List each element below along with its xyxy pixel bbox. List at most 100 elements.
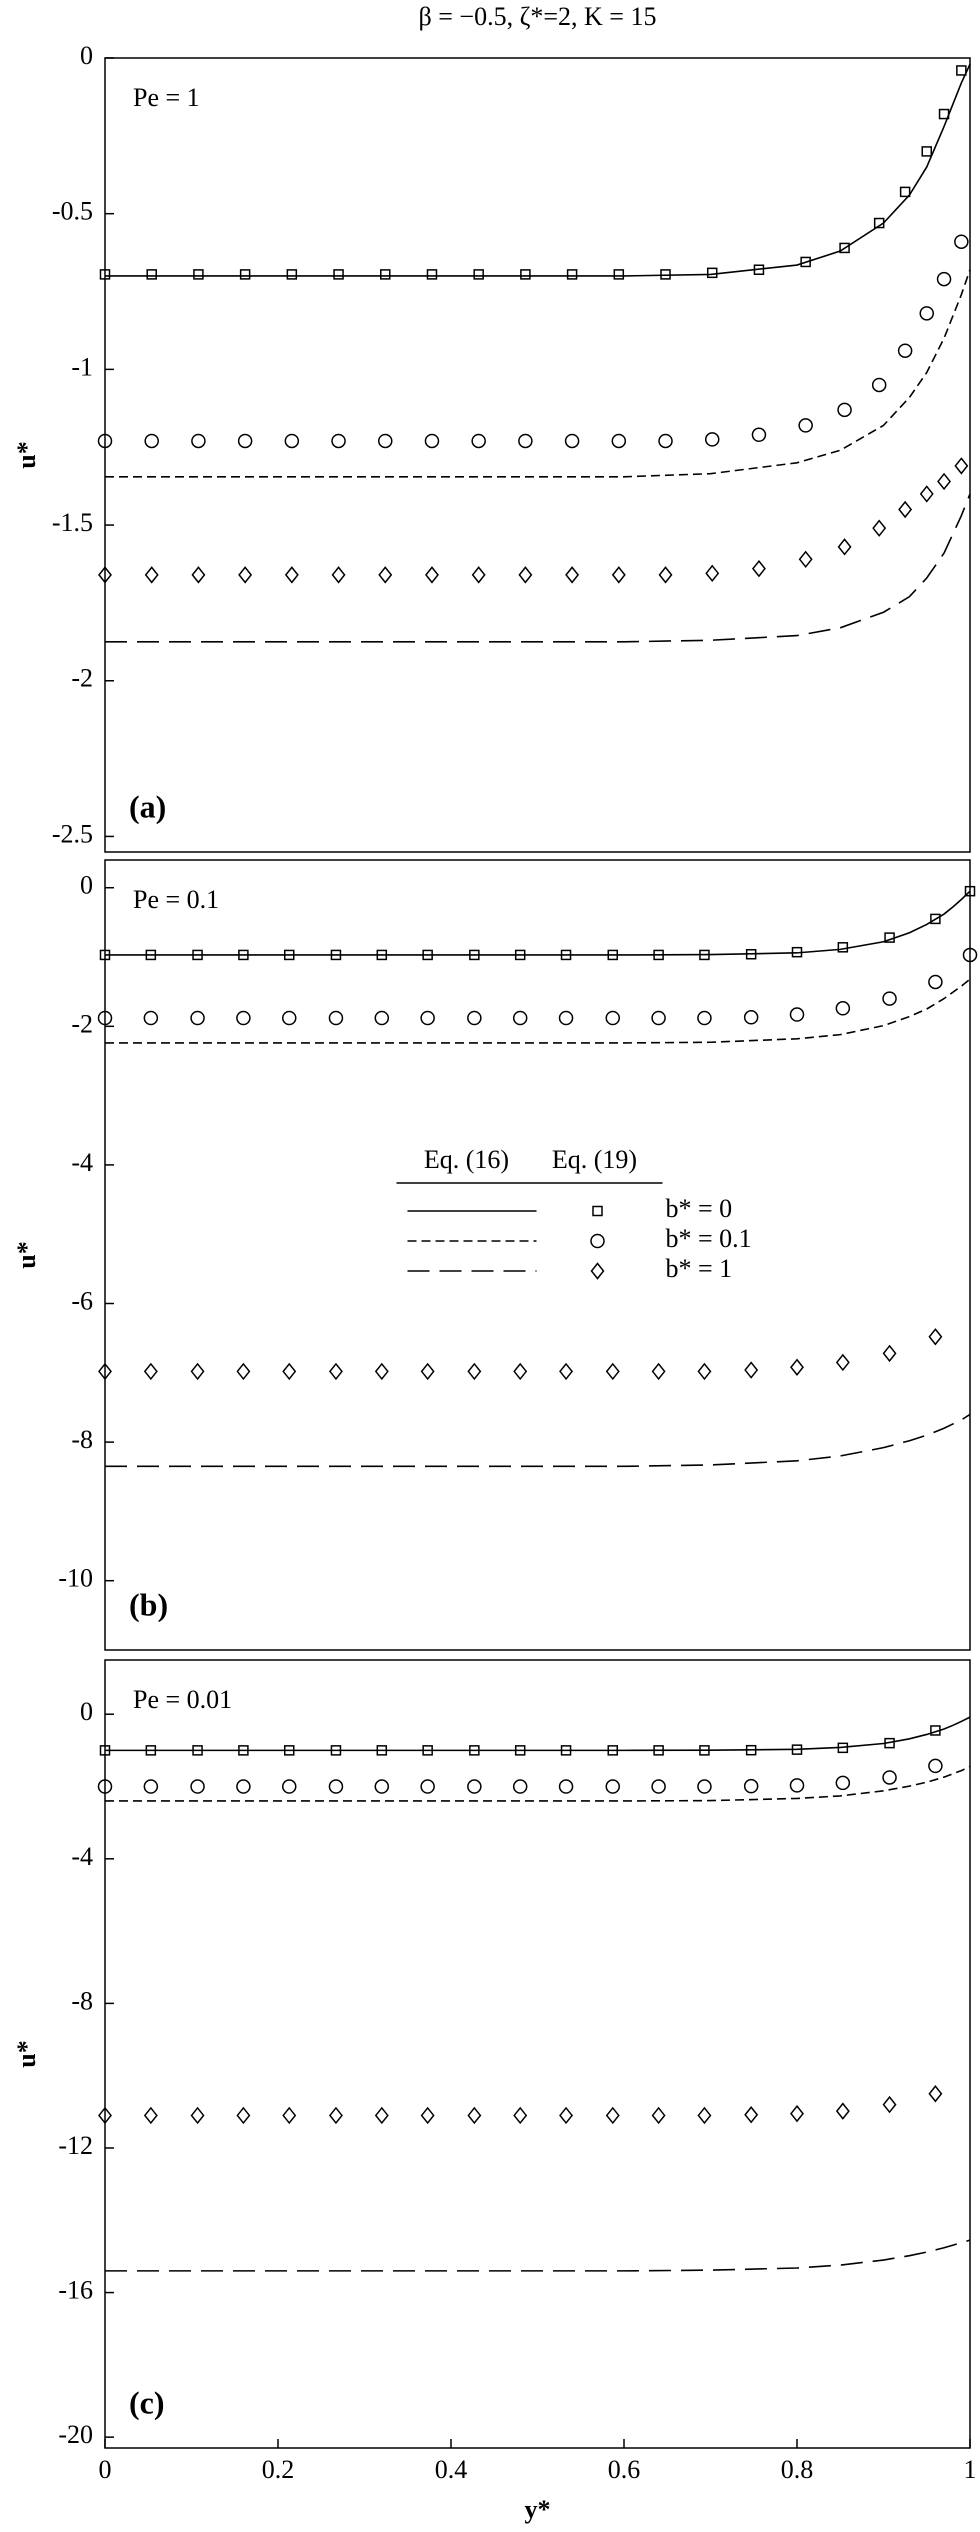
- marker-diamond: [898, 500, 913, 519]
- marker-diamond: [513, 1362, 528, 1381]
- marker-diamond: [284, 566, 299, 584]
- marker-square: [422, 949, 433, 961]
- marker-square: [653, 1745, 664, 1756]
- marker-diamond: [559, 2106, 574, 2125]
- marker-square: [333, 269, 344, 280]
- curve: [105, 493, 971, 643]
- marker-circle: [374, 1010, 390, 1026]
- marker-square: [964, 885, 976, 897]
- marker-diamond: [331, 566, 346, 584]
- marker-circle: [467, 1010, 482, 1026]
- marker-square: [330, 949, 342, 961]
- marker-circle: [928, 974, 943, 990]
- marker-circle: [512, 1010, 528, 1026]
- marker-square: [745, 948, 757, 960]
- marker-square: [653, 949, 664, 961]
- marker-circle: [564, 433, 580, 449]
- curve: [105, 1716, 971, 1752]
- legend-label: b* = 0: [666, 1194, 733, 1223]
- marker-square: [592, 1205, 603, 1217]
- marker-square: [473, 269, 484, 280]
- marker-diamond: [919, 485, 934, 503]
- marker-square: [699, 949, 710, 961]
- marker-circle: [236, 1779, 251, 1794]
- y-tick-label: 0: [80, 41, 93, 70]
- y-axis-label: u*: [12, 2040, 41, 2067]
- marker-circle: [798, 418, 813, 433]
- marker-square: [330, 1745, 342, 1756]
- marker-diamond: [190, 2106, 205, 2125]
- marker-circle: [143, 1010, 159, 1026]
- marker-diamond: [658, 566, 673, 584]
- marker-circle: [374, 1779, 390, 1794]
- marker-circle: [237, 433, 253, 449]
- marker-circle: [936, 271, 952, 287]
- marker-square: [884, 932, 895, 943]
- y-tick-label: -4: [71, 1148, 93, 1177]
- marker-diamond: [513, 2106, 528, 2125]
- marker-circle: [97, 1779, 113, 1794]
- marker-circle: [328, 1779, 344, 1794]
- marker-square: [921, 146, 932, 157]
- y-tick-label: -8: [71, 1425, 93, 1454]
- marker-square: [376, 949, 388, 961]
- y-tick-label: -6: [71, 1286, 93, 1315]
- marker-diamond: [98, 2106, 112, 2125]
- plot-frame: [104, 1659, 971, 2449]
- marker-diamond: [191, 566, 206, 584]
- marker-square: [837, 942, 849, 953]
- curve: [105, 978, 971, 1044]
- legend-label: b* = 1: [666, 1254, 733, 1283]
- marker-diamond: [751, 559, 766, 578]
- marker-circle: [882, 1770, 897, 1785]
- y-tick-label: 0: [80, 871, 93, 900]
- panel-annotation: Pe = 0.01: [133, 1685, 232, 1714]
- marker-diamond: [872, 519, 887, 537]
- marker-square: [380, 269, 391, 280]
- marker-square: [238, 949, 249, 961]
- marker-diamond: [937, 472, 952, 491]
- marker-diamond: [518, 566, 533, 584]
- marker-diamond: [328, 2106, 343, 2125]
- marker-diamond: [565, 566, 580, 584]
- y-tick-label: 0: [80, 1697, 93, 1726]
- marker-diamond: [190, 1362, 205, 1381]
- marker-square: [469, 949, 480, 961]
- marker-square: [884, 1737, 895, 1749]
- marker-diamond: [590, 1262, 605, 1280]
- y-axis-label: u*: [12, 441, 41, 468]
- marker-circle: [281, 1010, 297, 1026]
- marker-circle: [835, 1775, 851, 1791]
- panel-label: (b): [129, 1586, 168, 1622]
- marker-circle: [424, 433, 440, 449]
- marker-diamond: [605, 2106, 620, 2125]
- marker-square: [238, 1745, 249, 1756]
- marker-circle: [467, 1779, 482, 1794]
- marker-diamond: [651, 2106, 666, 2125]
- y-tick-label: -20: [58, 2420, 93, 2449]
- marker-diamond: [467, 2106, 482, 2125]
- marker-circle: [789, 1007, 805, 1022]
- marker-diamond: [882, 1344, 897, 1363]
- marker-diamond: [238, 566, 253, 584]
- curve: [105, 1765, 971, 1802]
- marker-square: [469, 1745, 480, 1756]
- y-tick-label: -2: [71, 1009, 93, 1038]
- marker-diamond: [744, 1361, 759, 1379]
- marker-square: [192, 949, 203, 961]
- marker-diamond: [928, 1328, 943, 1346]
- marker-diamond: [282, 1362, 297, 1381]
- marker-circle: [190, 1010, 205, 1026]
- marker-circle: [281, 1779, 297, 1794]
- y-tick-label: -2: [71, 664, 93, 693]
- marker-circle: [697, 1010, 712, 1026]
- panel-annotation: Pe = 0.1: [133, 885, 219, 914]
- legend-label: b* = 0.1: [666, 1224, 752, 1253]
- marker-circle: [704, 432, 720, 447]
- marker-circle: [558, 1010, 574, 1026]
- marker-square: [956, 65, 967, 76]
- marker-square: [566, 269, 578, 280]
- marker-diamond: [744, 2106, 759, 2124]
